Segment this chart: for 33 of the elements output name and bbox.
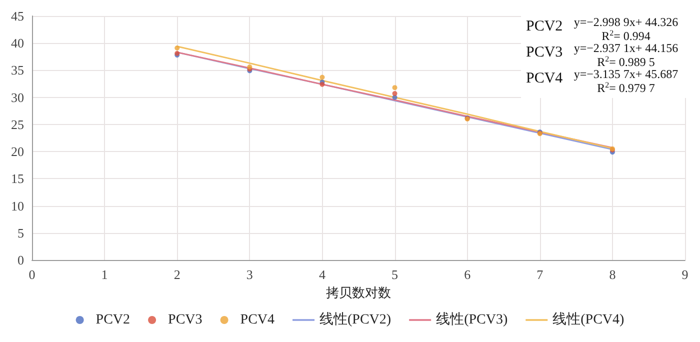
annotation: PCV2 bbox=[526, 18, 563, 34]
y-tick-label: 30 bbox=[11, 90, 24, 105]
legend-label: 线性(PCV2) bbox=[320, 312, 392, 328]
annotation: y=−3.135 7x+ 45.687 bbox=[574, 67, 678, 81]
x-axis-title: 拷贝数对数 bbox=[326, 284, 391, 300]
x-tick-label: 2 bbox=[174, 267, 180, 282]
legend-label: PCV4 bbox=[240, 312, 275, 328]
x-tick-label: 5 bbox=[392, 267, 398, 282]
y-tick-label: 15 bbox=[11, 171, 24, 186]
legend-label: PCV3 bbox=[168, 312, 202, 328]
legend-label: 线性(PCV4) bbox=[552, 312, 625, 328]
y-tick-label: 20 bbox=[11, 144, 24, 160]
y-tick-label: 40 bbox=[11, 36, 24, 51]
x-tick-label: 8 bbox=[609, 267, 616, 282]
x-tick-label: 7 bbox=[536, 267, 544, 282]
x-tick-label: 1 bbox=[101, 267, 108, 282]
annotation: y=−2.998 9x+ 44.326 bbox=[574, 15, 678, 29]
annotation: y=−2.937 1x+ 44.156 bbox=[574, 41, 678, 55]
annotation: PCV3 bbox=[526, 44, 563, 60]
y-tick-label: 35 bbox=[11, 62, 24, 78]
x-tick-label: 3 bbox=[246, 267, 253, 282]
y-tick-label: 5 bbox=[18, 225, 24, 240]
legend-label: 线性(PCV3) bbox=[436, 312, 508, 328]
x-tick-label: 9 bbox=[682, 267, 688, 282]
x-tick-label: 6 bbox=[464, 267, 472, 282]
y-tick-label: 10 bbox=[11, 198, 24, 214]
annotation: PCV4 bbox=[526, 70, 564, 86]
legend-label: PCV2 bbox=[96, 312, 130, 328]
x-tick-label: 4 bbox=[318, 267, 326, 282]
y-tick-label: 25 bbox=[11, 116, 24, 132]
y-tick-label: 45 bbox=[11, 8, 24, 24]
x-tick-label: 0 bbox=[28, 267, 36, 282]
y-tick-label: 0 bbox=[18, 252, 24, 268]
